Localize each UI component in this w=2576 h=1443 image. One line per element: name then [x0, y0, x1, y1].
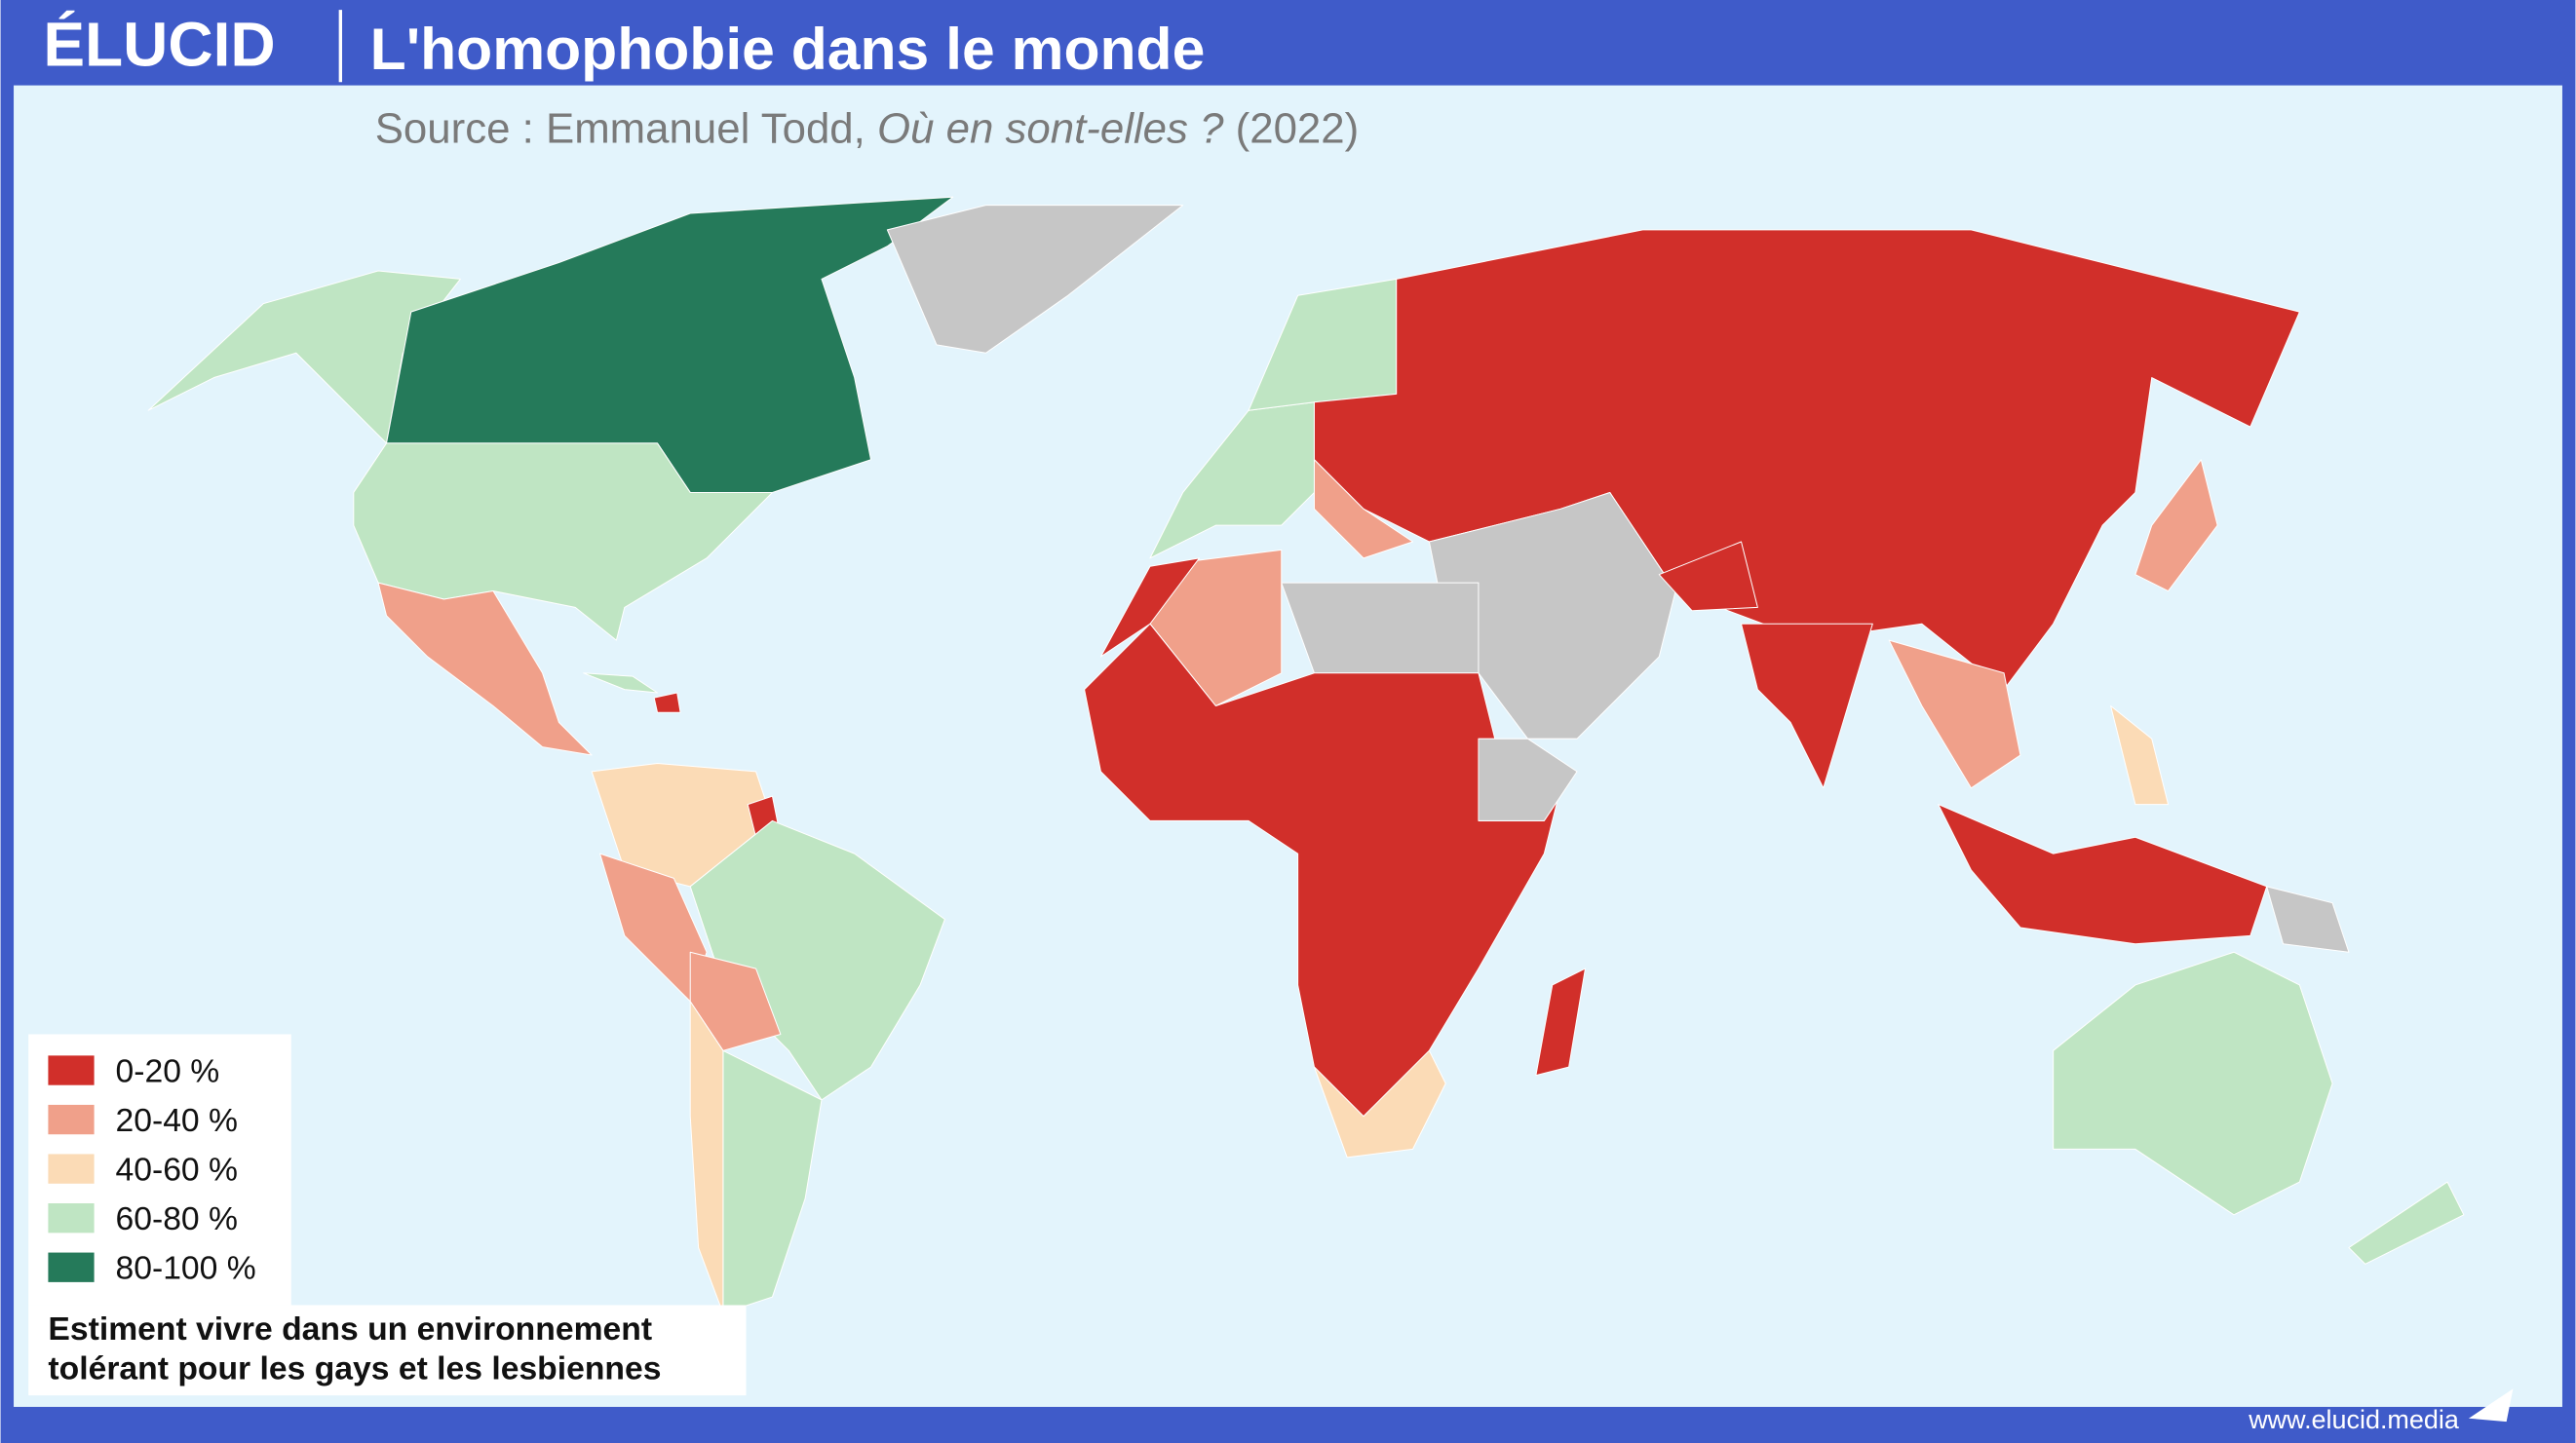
- mexico: [377, 582, 593, 756]
- greenland: [886, 205, 1184, 354]
- legend-label: 20-40 %: [116, 1103, 238, 1139]
- india: [1741, 623, 1873, 789]
- japan: [2134, 459, 2218, 592]
- bolivia: [689, 951, 782, 1051]
- legend-swatch: [48, 1055, 95, 1085]
- logo: ÉLUCID: [43, 9, 275, 79]
- legend-note: Estiment vivre dans un environnement: [48, 1311, 652, 1348]
- footer-url: www.elucid.media: [2248, 1405, 2459, 1434]
- pakistan: [1658, 541, 1758, 612]
- legend-swatch: [48, 1252, 95, 1282]
- legend-label: 80-100 %: [116, 1251, 256, 1287]
- legend-note-box: [28, 1305, 747, 1396]
- alaska: [147, 270, 461, 444]
- source-year: (2022): [1223, 105, 1359, 153]
- papua-new-guinea: [2266, 886, 2350, 953]
- legend-label: 0-20 %: [116, 1053, 220, 1089]
- legend: 0-20 % 20-40 % 40-60 % 60-80 % 80-100 %: [48, 1053, 256, 1287]
- southeast-asia: [1888, 639, 2021, 789]
- legend-label: 40-60 %: [116, 1152, 238, 1188]
- australia: [2053, 951, 2333, 1216]
- source: Source : Emmanuel Todd, Où en sont-elles…: [375, 105, 1360, 153]
- legend-swatch: [48, 1203, 95, 1234]
- legend-swatch: [48, 1104, 95, 1135]
- sub-saharan-africa: [1084, 623, 1561, 1118]
- philippines: [2110, 704, 2170, 806]
- cuba: [583, 672, 659, 694]
- legend-note: tolérant pour les gays et les lesbiennes: [48, 1350, 661, 1386]
- title: L'homophobie dans le monde: [370, 16, 1206, 82]
- horn-of-africa: [1478, 738, 1578, 821]
- madagascar: [1535, 968, 1586, 1077]
- southern-africa: [1313, 1049, 1446, 1158]
- new-zealand: [2348, 1181, 2465, 1265]
- source-book: Où en sont-elles ?: [877, 105, 1224, 153]
- morocco: [1099, 557, 1201, 658]
- source-prefix: Source : Emmanuel Todd,: [375, 105, 877, 153]
- legend-swatch: [48, 1154, 95, 1184]
- indonesia: [1938, 804, 2268, 945]
- balkans: [1313, 459, 1414, 559]
- world-map: [147, 196, 2465, 1314]
- legend-label: 60-80 %: [116, 1201, 238, 1237]
- north-africa: [1281, 582, 1480, 674]
- footer-logo: [2468, 1388, 2514, 1423]
- haiti: [653, 692, 681, 713]
